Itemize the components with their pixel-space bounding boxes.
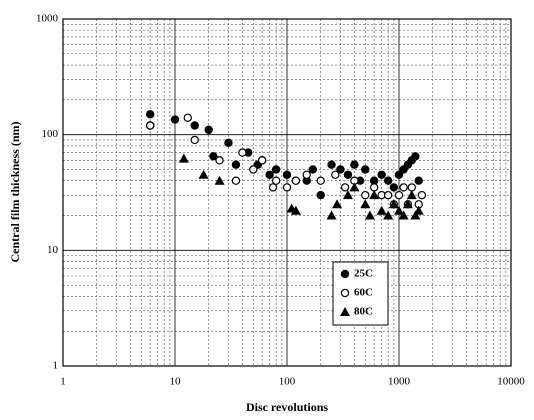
x-axis-label: Disc revolutions	[246, 400, 328, 414]
legend-label: 25C	[354, 268, 373, 280]
point	[282, 170, 292, 179]
point	[414, 176, 423, 185]
point	[257, 156, 267, 165]
point	[190, 121, 199, 130]
point	[399, 183, 408, 192]
point	[249, 165, 258, 174]
point	[361, 165, 370, 174]
point	[364, 210, 375, 220]
legend-marker	[340, 269, 350, 279]
point	[327, 160, 336, 169]
point	[265, 170, 274, 179]
point	[407, 183, 416, 192]
point	[383, 176, 393, 185]
point	[417, 190, 427, 200]
point	[413, 205, 424, 215]
point	[369, 183, 379, 192]
point	[209, 152, 218, 161]
point	[349, 182, 360, 192]
point	[332, 199, 343, 209]
point	[316, 190, 325, 200]
point	[369, 190, 380, 200]
point	[231, 176, 241, 185]
legend-marker	[340, 307, 350, 316]
legend-label: 80C	[354, 306, 373, 318]
point	[394, 205, 404, 215]
point	[178, 153, 189, 163]
point	[340, 183, 350, 192]
point	[302, 170, 311, 179]
point	[389, 183, 399, 192]
point	[238, 148, 247, 157]
point	[204, 125, 213, 135]
point	[361, 190, 370, 200]
point	[388, 199, 399, 209]
point	[411, 152, 420, 161]
point	[271, 165, 281, 174]
point	[398, 210, 409, 220]
point	[326, 210, 337, 220]
point	[350, 160, 359, 169]
point	[336, 165, 345, 174]
point	[394, 170, 404, 179]
point	[282, 183, 292, 192]
point	[383, 210, 394, 220]
y-tick-label: 1	[53, 360, 59, 372]
point	[360, 199, 371, 209]
point	[402, 199, 413, 209]
point	[198, 169, 209, 179]
point	[145, 110, 155, 119]
point	[231, 160, 241, 169]
legend-label: 60C	[354, 287, 373, 299]
point	[410, 210, 421, 220]
legend-marker	[340, 288, 350, 298]
point	[214, 175, 225, 185]
point	[170, 115, 180, 124]
y-tick-label: 10	[47, 244, 59, 256]
point	[290, 205, 301, 215]
point	[377, 170, 386, 179]
point	[190, 135, 199, 145]
point	[145, 121, 155, 130]
y-tick-label: 1000	[36, 13, 59, 25]
point	[383, 190, 393, 200]
x-tick-label: 10	[170, 376, 182, 388]
point	[215, 156, 224, 165]
point	[394, 190, 404, 200]
point	[268, 183, 278, 192]
point	[308, 165, 318, 174]
y-tick-label: 100	[42, 128, 59, 140]
x-tick-label: 100	[279, 376, 296, 388]
point	[271, 176, 281, 185]
point	[291, 176, 301, 185]
point	[376, 205, 387, 215]
x-tick-label: 1	[60, 376, 66, 388]
point	[183, 113, 192, 122]
point	[316, 176, 325, 185]
y-axis-label: Central film thickness (nm)	[8, 122, 22, 263]
x-tick-label: 10000	[497, 376, 525, 388]
x-tick-label: 1000	[388, 376, 411, 388]
point	[342, 190, 353, 200]
point	[406, 190, 417, 200]
plot-frame	[62, 18, 512, 367]
point	[331, 170, 340, 179]
point	[343, 170, 353, 179]
point	[224, 138, 233, 148]
